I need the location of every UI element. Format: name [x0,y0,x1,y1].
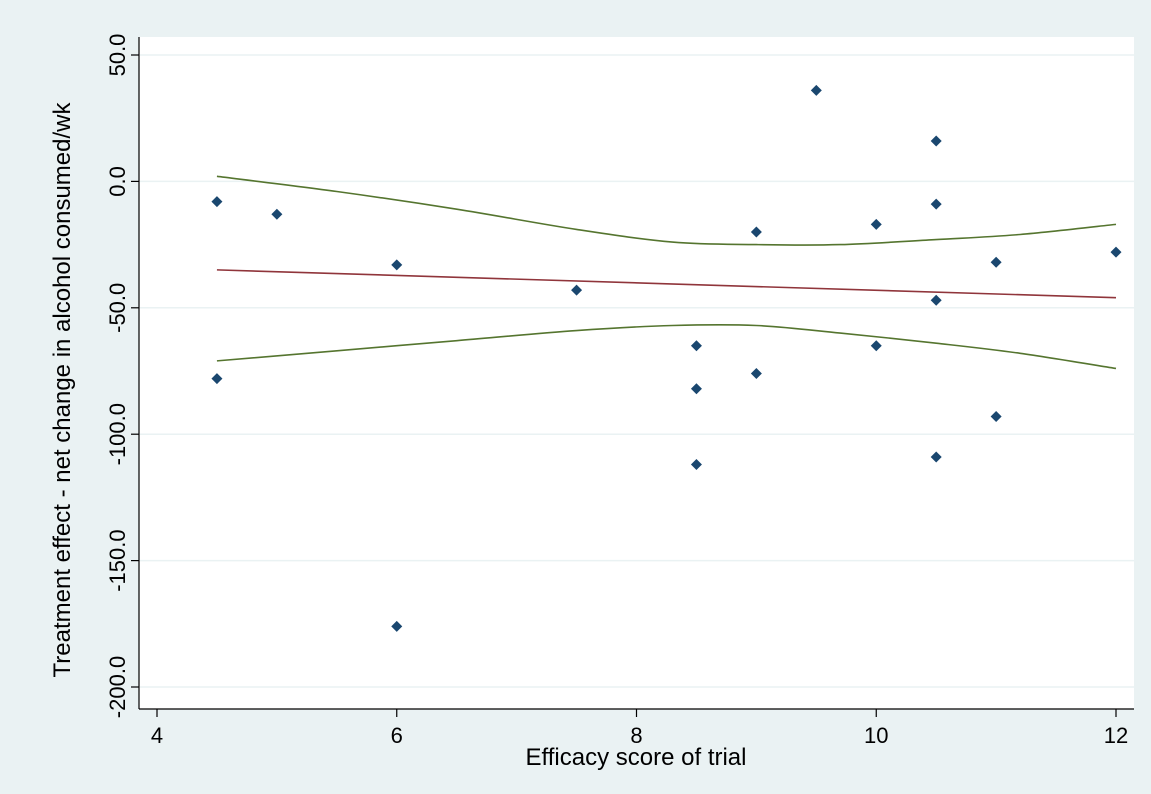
data-point [930,198,942,210]
y-tick-label: -150.0 [105,529,130,591]
y-tick-label: 50.0 [105,34,130,77]
data-point [870,340,882,352]
x-tick-label: 12 [1104,723,1128,748]
data-point [211,373,223,385]
y-tick-label: -50.0 [105,283,130,333]
data-point [1110,246,1122,258]
data-point [930,294,942,306]
y-tick-label: -200.0 [105,656,130,718]
data-point [810,84,822,96]
fitted-line [216,269,1117,299]
data-point [271,208,283,220]
data-point [690,340,702,352]
data-point [391,620,403,632]
plot-series [211,84,1122,632]
data-point [690,383,702,395]
x-tick-label: 10 [864,723,888,748]
data-point [690,459,702,471]
plot-area [139,37,1134,709]
data-point [930,451,942,463]
ci-upper-line [216,175,1117,246]
data-point [391,259,403,271]
x-axis-title: Efficacy score of trial [526,744,747,771]
data-point [990,411,1002,423]
data-point [990,256,1002,268]
data-point [211,196,223,208]
x-tick-label: 6 [391,723,403,748]
y-axis-title: Treatment effect - net change in alcohol… [49,102,76,678]
x-tick-label: 8 [630,723,642,748]
data-point [750,226,762,238]
axes: 50.0 0.0 -50.0 -100.0 -150.0 -200.0 4 6 8 10 12 [105,34,1134,748]
y-tick-label: -100.0 [105,403,130,465]
y-tick-label: 0.0 [105,166,130,197]
axis-labels: Efficacy score of trial Treatment effect… [49,102,746,771]
x-tick-label: 4 [151,723,163,748]
ci-lower-line [216,323,1117,370]
data-point [750,368,762,380]
data-point [870,218,882,230]
gridlines [140,54,1134,688]
data-point [930,135,942,147]
data-point [571,284,583,296]
